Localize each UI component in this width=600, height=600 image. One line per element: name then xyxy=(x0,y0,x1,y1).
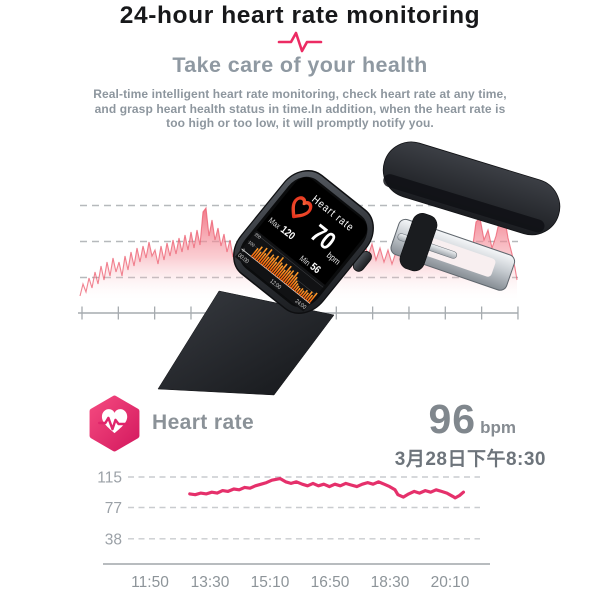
watch-histogram-bars xyxy=(250,246,318,304)
heart-rate-label: Heart rate xyxy=(152,411,255,434)
heart-rate-summary: 96 bpm 3月28日下午8:30 xyxy=(395,396,546,471)
heart-rate-trend-line xyxy=(188,477,465,500)
page-description: Real-time intelligent heart rate monitor… xyxy=(60,87,540,131)
watch-strap-tail xyxy=(382,141,561,236)
svg-text:20:10: 20:10 xyxy=(431,574,470,591)
heart-rate-value: 96 xyxy=(428,396,477,442)
svg-text:200: 200 xyxy=(254,232,263,241)
svg-text:15:10: 15:10 xyxy=(251,574,290,591)
description-line: Real-time intelligent heart rate monitor… xyxy=(93,87,507,101)
watch-histogram-panel xyxy=(234,230,326,312)
svg-text:115: 115 xyxy=(97,470,122,487)
line-chart-gridlines: 115 77 38 xyxy=(97,470,480,548)
description-line: too high or too low, it will promptly no… xyxy=(166,116,434,130)
svg-text:16:50: 16:50 xyxy=(311,574,350,591)
svg-text:100: 100 xyxy=(247,240,256,249)
page-title: 24-hour heart rate monitoring xyxy=(119,2,481,29)
description-line: and grasp heart health status in time.In… xyxy=(94,101,506,116)
heart-rate-unit: bpm xyxy=(480,418,516,437)
page-subtitle: Take care of your health xyxy=(172,53,428,77)
svg-text:38: 38 xyxy=(105,531,122,548)
watch-heart-icon xyxy=(291,196,313,219)
badge-ecg-line xyxy=(98,416,129,431)
heart-rate-datetime: 3月28日下午8:30 xyxy=(394,449,546,470)
svg-text:0: 0 xyxy=(241,247,247,253)
line-chart-x-labels: 11:50 13:30 15:10 16:50 18:30 20:10 xyxy=(131,574,470,591)
heart-rate-badge-icon xyxy=(86,395,143,452)
heartbeat-pulse-icon xyxy=(277,29,323,55)
waveform-area xyxy=(80,208,517,299)
svg-text:77: 77 xyxy=(105,500,122,517)
watch-strap-keeper xyxy=(399,213,438,272)
svg-text:11:50: 11:50 xyxy=(131,574,169,591)
svg-text:18:30: 18:30 xyxy=(371,574,410,591)
svg-text:13:30: 13:30 xyxy=(191,574,230,591)
